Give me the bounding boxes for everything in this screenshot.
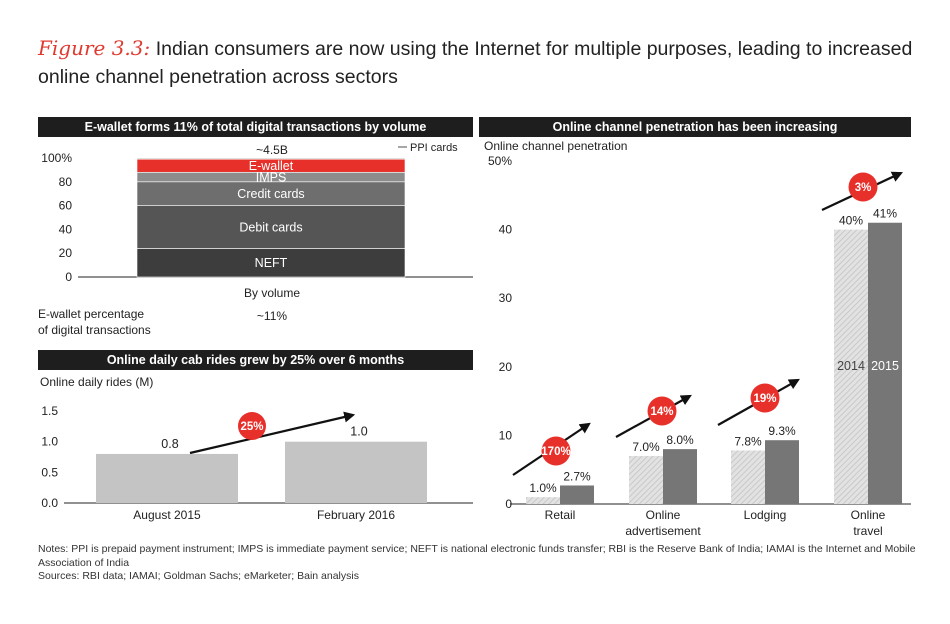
cab-ytick: 0.0 [41,496,58,510]
cab-ytick: 1.5 [41,404,58,418]
penetration-panel-header: Online channel penetration has been incr… [479,117,911,137]
penetration-category-label: Online [646,508,681,522]
cab-bar [96,453,238,503]
ppi-cards-label: PPI cards [410,142,458,154]
stacked-segment-label-credit-cards: Credit cards [237,187,304,201]
penetration-growth-badge [750,383,780,413]
penetration-bar-2014 [526,497,560,504]
stacked-total-label: ~4.5B [256,143,288,157]
stacked-ytick: 20 [59,246,73,260]
stacked-category-label: By volume [244,286,300,300]
stacked-ytick: 80 [59,175,73,189]
cab-panel-header: Online daily cab rides grew by 25% over … [38,350,473,370]
penetration-value-label: 7.0% [632,440,660,454]
penetration-bar-2015 [765,440,799,504]
penetration-category-label: advertisement [625,524,701,538]
stacked-ytick: 60 [59,199,73,213]
ewallet-percentage-label: E-wallet percentage of digital transacti… [38,307,151,337]
penetration-bar-2014 [629,455,663,504]
stacked-ytick: 0 [65,270,72,284]
penetration-category-label: travel [853,524,882,538]
notes-block: Notes: PPI is prepaid payment instrument… [38,543,918,584]
cab-category-label: February 2016 [317,508,395,522]
penetration-series-label-2015: 2015 [871,359,899,373]
ewallet-percentage-value: ~11% [257,309,287,323]
stacked-chart: 100% 80 60 40 20 0 NEFT Debit cards Credit card… [38,142,473,337]
ewallet-panel-header: E-wallet forms 11% of total digital tran… [38,117,473,137]
cab-value-label: 1.0 [350,425,367,439]
stacked-segment-ppi-cards [136,157,406,160]
stacked-segment-label-debit-cards: Debit cards [239,221,302,235]
cab-growth-arrow [189,411,356,455]
penetration-ytick: 30 [499,291,513,305]
penetration-series-label-2014: 2014 [837,359,865,373]
cab-value-label: 0.8 [161,437,178,451]
penetration-growth-badge [848,172,878,202]
penetration-ytick: 20 [499,360,513,374]
penetration-value-label: 41% [873,207,897,221]
cab-bar [285,441,427,503]
penetration-ytick: 50% [488,154,512,168]
penetration-category-label: Retail [545,508,576,522]
stacked-segment-label-neft: NEFT [255,256,288,270]
stacked-ytick: 40 [59,222,73,236]
cab-category-label: August 2015 [133,508,201,522]
stacked-segment-neft [136,248,406,278]
figure-title: Figure 3.3: Indian consumers are now usi… [38,34,928,91]
figure-title-text: Indian consumers are now using the Inter… [38,38,913,88]
penetration-bar-2014 [731,450,765,504]
penetration-bar-2014 [834,229,868,504]
penetration-value-label: 40% [839,214,863,228]
cab-ytick: 1.0 [41,435,58,449]
penetration-ytick: 10 [499,428,513,442]
penetration-value-label: 2.7% [563,469,591,483]
stacked-ytick: 100% [41,151,72,165]
penetration-chart: Online channel penetration 50%403020100 … [484,139,911,538]
penetration-growth-label: 170% [541,446,570,458]
penetration-value-label: 9.3% [768,424,796,438]
penetration-ytick: 0 [505,497,512,511]
sources-text: Sources: RBI data; IAMAI; Goldman Sachs;… [38,570,359,582]
penetration-bar-2015 [560,485,594,504]
penetration-ytick: 40 [499,223,513,237]
notes-text: Notes: PPI is prepaid payment instrument… [38,543,916,569]
cab-growth-badge [238,412,266,440]
penetration-ylabel: Online channel penetration [484,139,627,153]
stacked-segment-debit-cards [136,205,406,249]
figure-label: Figure 3.3: [38,36,151,60]
penetration-category-label: Lodging [744,508,787,522]
penetration-growth-label: 14% [650,406,673,418]
cab-rides-chart: Online daily rides (M) 1.5 1.0 0.5 0.0 0.8 A… [40,375,473,522]
cab-ytick: 0.5 [41,465,58,479]
penetration-growth-label: 19% [753,393,776,405]
cab-growth-label: 25% [240,421,263,433]
penetration-category-label: Online [851,508,886,522]
penetration-value-label: 8.0% [666,433,694,447]
penetration-value-label: 1.0% [529,481,557,495]
penetration-growth-badge [541,436,571,466]
stacked-segment-label-imps: IMPS [256,171,287,185]
penetration-bar-2015 [868,222,902,505]
penetration-bar-2015 [663,449,697,504]
cab-ylabel: Online daily rides (M) [40,375,153,389]
penetration-growth-badge [647,396,677,426]
stacked-segment-label-e-wallet: E-wallet [249,159,294,173]
penetration-value-label: 7.8% [734,434,762,448]
penetration-growth-label: 3% [855,182,872,194]
